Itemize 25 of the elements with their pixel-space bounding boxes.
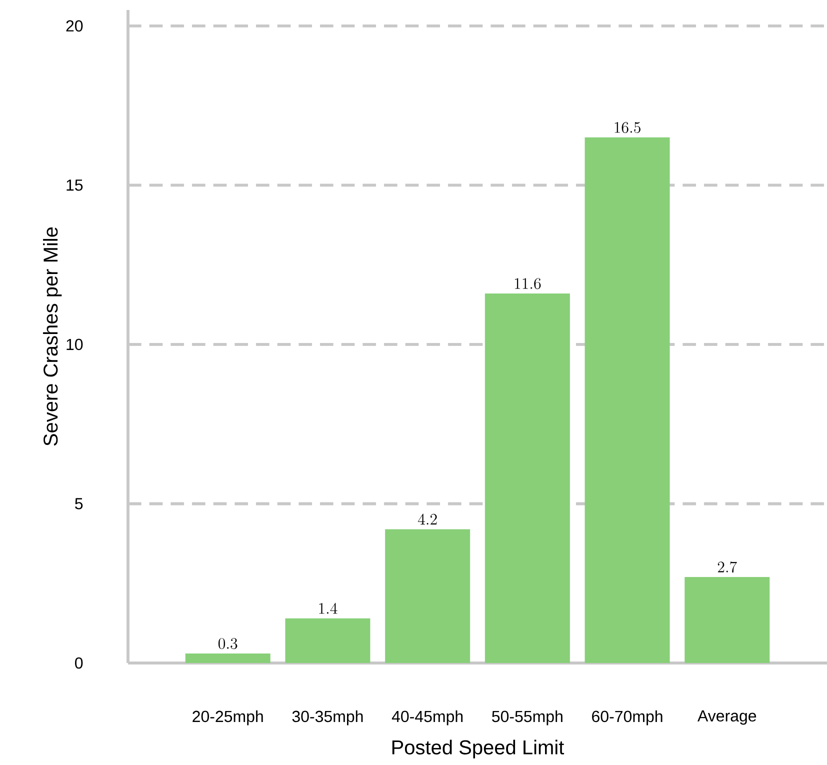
y-tick-label: 10 [66,338,83,350]
x-axis-title: Posted Speed Limit [392,740,564,758]
bar [385,529,470,663]
y-tick-label: 5 [75,498,83,510]
data-label: 0.3 [218,638,238,650]
x-tick-label: 30-35mph [292,710,363,726]
data-label: 16.5 [614,122,640,134]
x-tick-label: 60-70mph [592,710,662,726]
data-label: 11 .6 [514,278,541,290]
x-tick-label: 20-25mph [192,710,263,726]
y-tick-label: 15 [66,180,83,191]
bar [185,653,270,663]
data-label: 4.2 [418,514,437,525]
y-axis-title: Severe Crashes per Mile [43,227,62,446]
data-label: 1 .4 [319,602,338,614]
bar [484,293,570,663]
x-tick-label: 50-55mph [492,710,562,726]
data-label: 2.7 [718,561,737,573]
y-tick-label: 20 [66,20,83,32]
bar [684,576,770,663]
x-tick-label: Average [698,710,756,725]
y-tick-label: 0 [75,657,83,669]
bar [285,618,370,663]
bar [584,137,670,663]
x-tick-label: 40-45mph [392,710,463,726]
